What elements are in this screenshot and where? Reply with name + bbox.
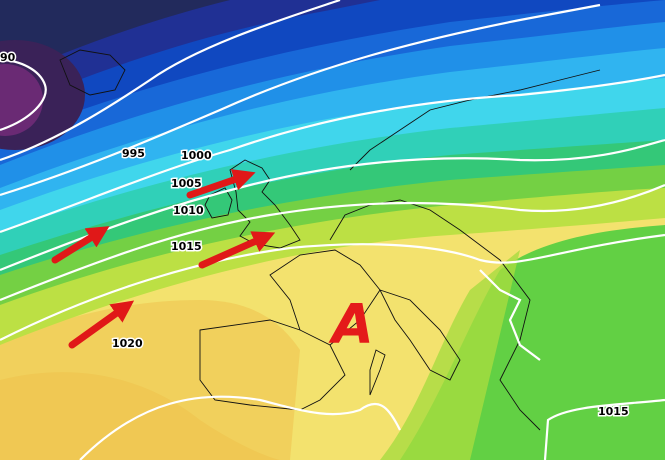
labels: 90 995 1000 1005 1010 1015 1020 1015 A	[0, 50, 630, 420]
isobar-label: 1020	[112, 337, 143, 350]
isobar-label: 1000	[181, 149, 212, 162]
isobar-label: 1005	[171, 177, 202, 190]
isobar-label: 1015	[171, 240, 202, 253]
coastlines	[59, 49, 601, 431]
arrow	[186, 169, 256, 199]
isobar-label: 90	[0, 51, 16, 64]
wind-arrows	[51, 169, 276, 349]
arrow	[68, 300, 135, 349]
isobar-label: 995	[122, 147, 145, 160]
high-pressure-center: A	[328, 293, 374, 356]
isobar-label: 1010	[173, 204, 204, 217]
arrow	[198, 231, 276, 269]
arrow	[51, 226, 110, 264]
isobar-label: 1015	[598, 405, 629, 418]
